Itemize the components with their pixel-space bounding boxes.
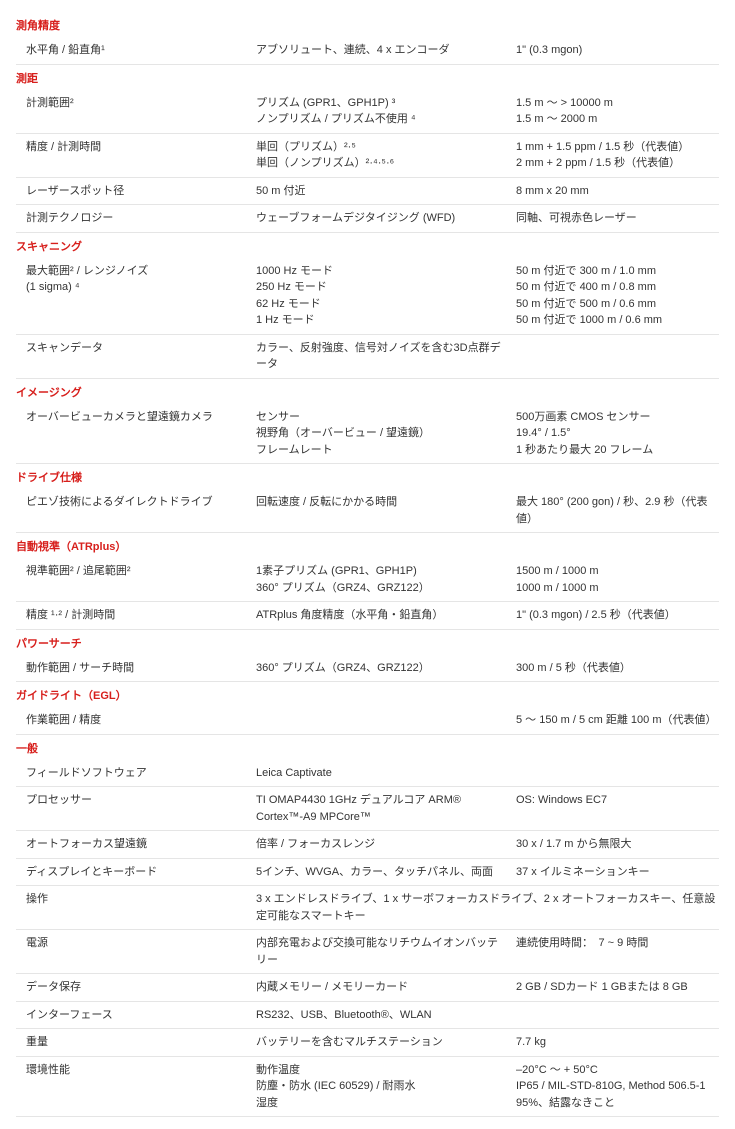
spec-label: 視準範囲² / 追尾範囲² — [16, 563, 246, 580]
spec-value1: 動作温度 防塵・防水 (IEC 60529) / 耐雨水 湿度 — [256, 1062, 506, 1112]
spec-value2: 連続使用時間： 7 ~ 9 時間 — [516, 935, 719, 952]
spec-value2: 1" (0.3 mgon) / 2.5 秒（代表値） — [516, 607, 719, 624]
spec-value1: 単回（プリズム）²·⁵ 単回（ノンプリズム）²·⁴·⁵·⁶ — [256, 139, 506, 172]
spec-row: 最大範囲² / レンジノイズ (1 sigma) ⁴ 1000 Hz モード 2… — [16, 258, 719, 335]
spec-row: オーバービューカメラと望遠鏡カメラ センサー 視野角（オーバービュー / 望遠鏡… — [16, 404, 719, 465]
spec-row: 水平角 / 鉛直角¹ アブソリュート、連続、4 x エンコーダ 1" (0.3 … — [16, 37, 719, 65]
spec-value2: 30 x / 1.7 m から無限大 — [516, 836, 719, 853]
spec-label: オーバービューカメラと望遠鏡カメラ — [16, 409, 246, 426]
section-scan-header: スキャニング — [16, 233, 719, 258]
spec-value1: プリズム (GPR1、GPH1P) ³ ノンプリズム / プリズム不使用 ⁴ — [256, 95, 506, 128]
spec-value1: 内蔵メモリー / メモリーカード — [256, 979, 506, 996]
section-guide-header: ガイドライト（EGL） — [16, 682, 719, 707]
spec-row: レーザースポット径 50 m 付近 8 mm x 20 mm — [16, 178, 719, 206]
spec-value2: 50 m 付近で 300 m / 1.0 mm 50 m 付近で 400 m /… — [516, 263, 719, 329]
section-drive-header: ドライブ仕様 — [16, 464, 719, 489]
spec-value1: 1000 Hz モード 250 Hz モード 62 Hz モード 1 Hz モー… — [256, 263, 506, 329]
spec-value1: ATRplus 角度精度（水平角・鉛直角） — [256, 607, 506, 624]
spec-value2: 1 mm + 1.5 ppm / 1.5 秒（代表値） 2 mm + 2 ppm… — [516, 139, 719, 172]
spec-row: 精度 / 計測時間 単回（プリズム）²·⁵ 単回（ノンプリズム）²·⁴·⁵·⁶ … — [16, 134, 719, 178]
spec-value2: 最大 180° (200 gon) / 秒、2.9 秒（代表値） — [516, 494, 719, 527]
spec-label: オートフォーカス望遠鏡 — [16, 836, 246, 853]
spec-label: インターフェース — [16, 1007, 246, 1024]
spec-row: ピエゾ技術によるダイレクトドライブ 回転速度 / 反転にかかる時間 最大 180… — [16, 489, 719, 533]
section-gen-header: 一般 — [16, 735, 719, 760]
spec-value1: 1素子プリズム (GPR1、GPH1P) 360° プリズム（GRZ4、GRZ1… — [256, 563, 506, 596]
spec-label: 操作 — [16, 891, 246, 908]
spec-row: データ保存 内蔵メモリー / メモリーカード 2 GB / SDカード 1 GB… — [16, 974, 719, 1002]
spec-value2: 500万画素 CMOS センサー 19.4° / 1.5° 1 秒あたり最大 2… — [516, 409, 719, 459]
spec-row: 環境性能 動作温度 防塵・防水 (IEC 60529) / 耐雨水 湿度 –20… — [16, 1057, 719, 1118]
spec-row: オートフォーカス望遠鏡 倍率 / フォーカスレンジ 30 x / 1.7 m か… — [16, 831, 719, 859]
spec-value1: カラー、反射強度、信号対ノイズを含む3D点群データ — [256, 340, 506, 373]
spec-row: 視準範囲² / 追尾範囲² 1素子プリズム (GPR1、GPH1P) 360° … — [16, 558, 719, 602]
spec-label: ピエゾ技術によるダイレクトドライブ — [16, 494, 246, 511]
spec-value2: 8 mm x 20 mm — [516, 183, 719, 200]
spec-value1: 50 m 付近 — [256, 183, 506, 200]
spec-row: プロセッサー TI OMAP4430 1GHz デュアルコア ARM® Cort… — [16, 787, 719, 831]
spec-row: 計測テクノロジー ウェーブフォームデジタイジング (WFD) 同軸、可視赤色レー… — [16, 205, 719, 233]
section-atr-header: 自動視準（ATRplus） — [16, 533, 719, 558]
spec-row: 作業範囲 / 精度 5 ～ 150 m / 5 cm 距離 100 m（代表値） — [16, 707, 719, 735]
spec-label: データ保存 — [16, 979, 246, 996]
section-dist-header: 測距 — [16, 65, 719, 90]
section-image-header: イメージング — [16, 379, 719, 404]
spec-value2: 1.5 m ～ > 10000 m 1.5 m ～ 2000 m — [516, 95, 719, 128]
spec-label: 精度 / 計測時間 — [16, 139, 246, 156]
spec-label: 環境性能 — [16, 1062, 246, 1079]
spec-value2: 2 GB / SDカード 1 GBまたは 8 GB — [516, 979, 719, 996]
spec-value2: 同軸、可視赤色レーザー — [516, 210, 719, 227]
spec-value1: RS232、USB、Bluetooth®、WLAN — [256, 1007, 506, 1024]
spec-value2: 1" (0.3 mgon) — [516, 42, 719, 59]
spec-row: 精度 ¹·² / 計測時間 ATRplus 角度精度（水平角・鉛直角） 1" (… — [16, 602, 719, 630]
spec-label: スキャンデータ — [16, 340, 246, 357]
spec-label: 精度 ¹·² / 計測時間 — [16, 607, 246, 624]
spec-row: 操作 3 x エンドレスドライブ、1 x サーボフォーカスドライブ、2 x オー… — [16, 886, 719, 930]
spec-label: レーザースポット径 — [16, 183, 246, 200]
section-power-header: パワーサーチ — [16, 630, 719, 655]
spec-value2: 37 x イルミネーションキー — [516, 864, 719, 881]
spec-value1: バッテリーを含むマルチステーション — [256, 1034, 506, 1051]
spec-value1: センサー 視野角（オーバービュー / 望遠鏡） フレームレート — [256, 409, 506, 459]
spec-row: 電源 内部充電および交換可能なリチウムイオンバッテリー 連続使用時間： 7 ~ … — [16, 930, 719, 974]
spec-label: 最大範囲² / レンジノイズ (1 sigma) ⁴ — [16, 263, 246, 296]
spec-value1: 360° プリズム（GRZ4、GRZ122） — [256, 660, 506, 677]
spec-value2: 1500 m / 1000 m 1000 m / 1000 m — [516, 563, 719, 596]
spec-value2: OS: Windows EC7 — [516, 792, 719, 809]
spec-row: インターフェース RS232、USB、Bluetooth®、WLAN — [16, 1002, 719, 1030]
spec-row: 重量 バッテリーを含むマルチステーション 7.7 kg — [16, 1029, 719, 1057]
spec-value1: TI OMAP4430 1GHz デュアルコア ARM® Cortex™-A9 … — [256, 792, 506, 825]
spec-value2: –20°C ～ + 50°C IP65 / MIL-STD-810G, Meth… — [516, 1062, 719, 1112]
spec-label: 重量 — [16, 1034, 246, 1051]
spec-value1: アブソリュート、連続、4 x エンコーダ — [256, 42, 506, 59]
spec-label: 作業範囲 / 精度 — [16, 712, 246, 729]
spec-value2: 7.7 kg — [516, 1034, 719, 1051]
spec-label: プロセッサー — [16, 792, 246, 809]
spec-value1: 3 x エンドレスドライブ、1 x サーボフォーカスドライブ、2 x オートフォ… — [256, 891, 719, 924]
section-angle-header: 測角精度 — [16, 12, 719, 37]
spec-value1: 5インチ、WVGA、カラー、タッチパネル、両面 — [256, 864, 506, 881]
spec-label: 電源 — [16, 935, 246, 952]
spec-row: 計測範囲² プリズム (GPR1、GPH1P) ³ ノンプリズム / プリズム不… — [16, 90, 719, 134]
spec-row: スキャンデータ カラー、反射強度、信号対ノイズを含む3D点群データ — [16, 335, 719, 379]
spec-row: ディスプレイとキーボード 5インチ、WVGA、カラー、タッチパネル、両面 37 … — [16, 859, 719, 887]
spec-label: 計測テクノロジー — [16, 210, 246, 227]
spec-label: 計測範囲² — [16, 95, 246, 112]
spec-row: 動作範囲 / サーチ時間 360° プリズム（GRZ4、GRZ122） 300 … — [16, 655, 719, 683]
spec-value2: 300 m / 5 秒（代表値） — [516, 660, 719, 677]
spec-value1: Leica Captivate — [256, 765, 506, 782]
spec-value1: 回転速度 / 反転にかかる時間 — [256, 494, 506, 511]
spec-label: フィールドソフトウェア — [16, 765, 246, 782]
spec-label: 水平角 / 鉛直角¹ — [16, 42, 246, 59]
spec-label: 動作範囲 / サーチ時間 — [16, 660, 246, 677]
spec-row: フィールドソフトウェア Leica Captivate — [16, 760, 719, 788]
spec-value1: 倍率 / フォーカスレンジ — [256, 836, 506, 853]
spec-value2: 5 ～ 150 m / 5 cm 距離 100 m（代表値） — [516, 712, 719, 729]
spec-label: ディスプレイとキーボード — [16, 864, 246, 881]
spec-value1: 内部充電および交換可能なリチウムイオンバッテリー — [256, 935, 506, 968]
spec-value1: ウェーブフォームデジタイジング (WFD) — [256, 210, 506, 227]
